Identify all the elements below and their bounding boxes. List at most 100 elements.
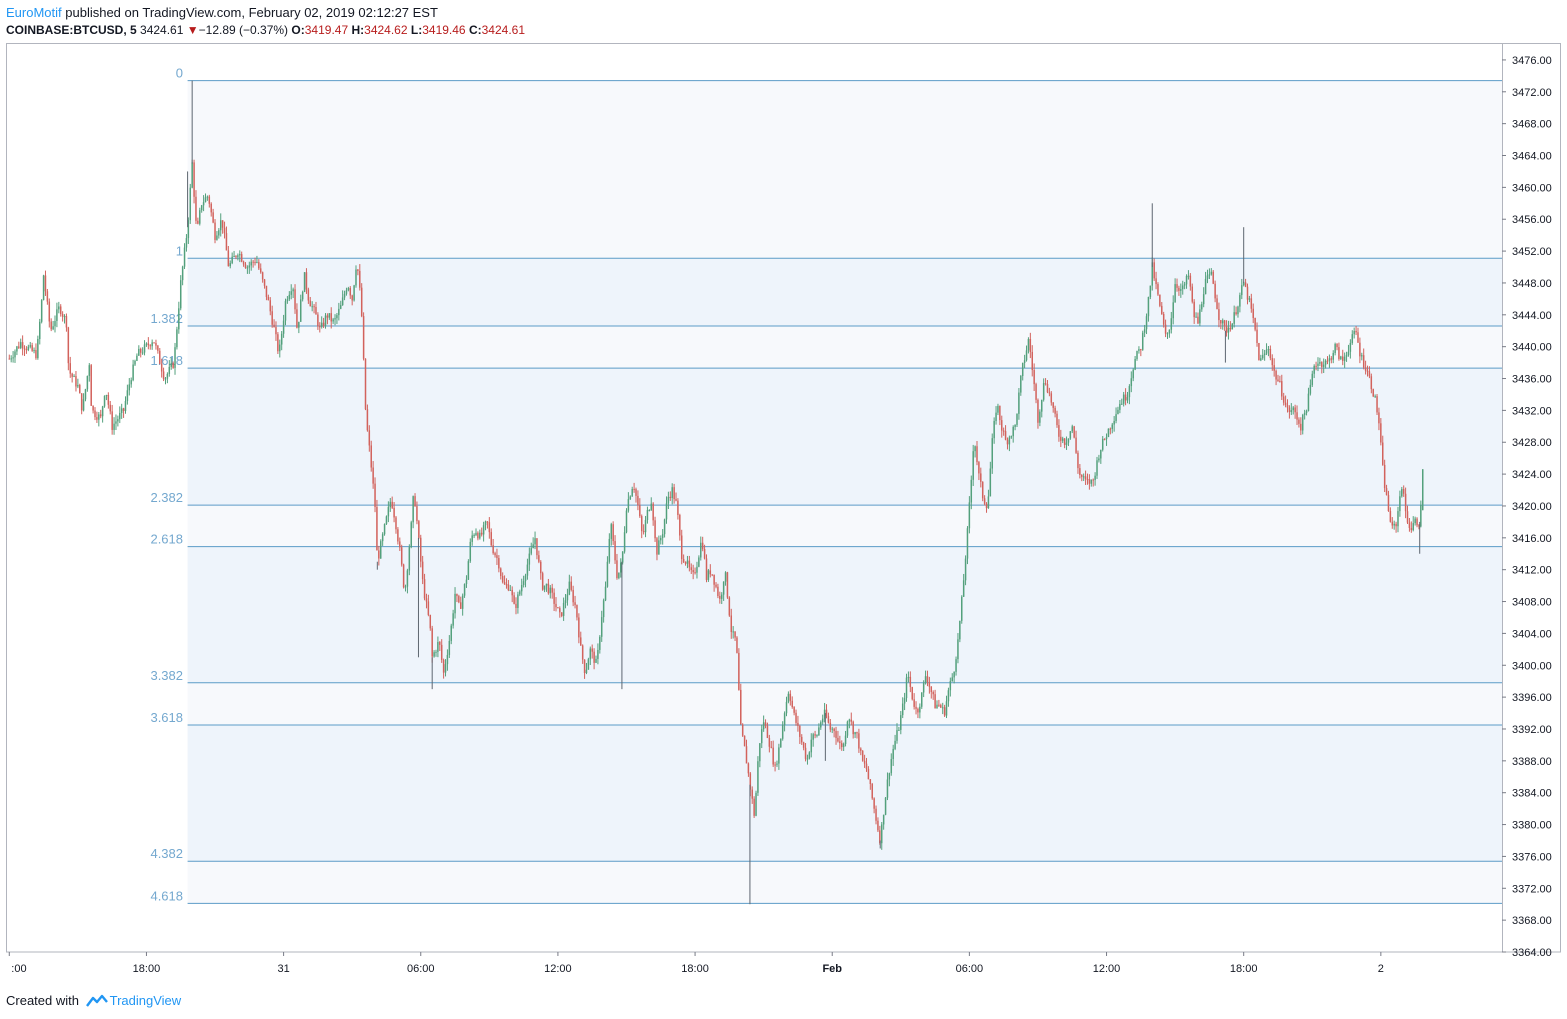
candle [216,231,218,241]
candle-body [458,596,460,603]
candle [27,344,30,352]
candle-body [930,686,933,693]
candle [882,814,885,830]
candle-body [917,708,919,713]
candle-body [1261,355,1264,359]
tradingview-brand[interactable]: TradingView [109,993,182,1008]
candle [964,555,967,586]
candle [160,358,163,378]
candle [494,551,496,558]
candle-body [688,560,691,568]
candle-body [1364,367,1367,371]
candle-body [469,541,472,562]
candle-body [726,572,729,598]
candle-body [669,496,672,498]
price-axis[interactable]: 3364.003368.003372.003376.003380.003384.… [1502,55,1552,959]
author-link[interactable]: EuroMotif [6,5,62,20]
candle-body [728,597,731,616]
candle [734,631,736,641]
candle [1231,322,1234,330]
candle-body [1374,396,1376,398]
price-chart[interactable]: 011.3821.6182.3822.6183.3823.6184.3824.6… [6,43,1561,988]
candle [711,574,713,577]
candle-body [1124,394,1127,401]
candle-body [778,747,780,764]
candle-body [940,705,942,708]
candle-body [122,408,125,411]
candle-body [157,345,159,351]
candle-body [800,736,803,743]
candle-body [372,467,374,484]
candle-body [660,538,662,541]
candle [359,264,361,291]
candle [448,635,451,658]
candle [850,712,853,726]
candle-body [471,535,473,542]
time-tick-label: 18:00 [133,963,161,975]
candle-body [1212,271,1214,284]
candle [772,740,774,767]
candle [1187,270,1190,280]
candle [1341,349,1344,366]
candle [421,555,424,585]
candle [867,766,870,780]
candle-body [1279,381,1281,383]
candle [374,477,376,513]
candle-body [109,404,111,412]
time-axis[interactable]: :00 18:00 31 06:00 12:00 18:00 Feb 06:00 12:00 18… [8,952,1384,975]
candle [101,405,104,423]
candle [387,501,390,523]
price-tick-label: 3364.00 [1512,947,1552,959]
candle-body [724,572,727,582]
candle-body [237,255,239,257]
candle [408,544,411,576]
candle-body [621,551,624,563]
candle-body [816,735,818,737]
candle [50,318,52,332]
candle [111,404,113,435]
candle-body [541,573,544,590]
candle-body [637,495,639,506]
candle-body [63,316,66,318]
candle [134,359,136,366]
candle-body [1300,423,1302,431]
symbol-legend: COINBASE:BTCUSD, 5 3424.61 ▼−12.89 (−0.3… [6,21,525,39]
candle [700,536,702,561]
candle-body [1408,522,1411,528]
fib-zone [187,258,1503,326]
candle-body [900,715,902,730]
candle-body [410,522,412,548]
fibonacci-extension[interactable]: 011.3821.6182.3822.6183.3823.6184.3824.6… [150,66,1503,904]
candle [1311,370,1314,387]
candle [915,701,917,715]
candle-body [618,572,620,579]
candle [732,626,734,639]
candle [181,265,184,286]
chart-border [6,43,1561,953]
candle-body [151,342,153,347]
candle-body [921,692,923,707]
candle-body [1008,437,1011,445]
candle [159,348,161,365]
candle-body [692,570,694,573]
candle [1012,425,1014,443]
candle-body [1149,285,1152,297]
candle-body [623,532,626,552]
candle [1235,306,1237,316]
candle-body [879,830,881,844]
candle [894,734,896,751]
candle [585,662,588,675]
candle-body [1220,320,1222,324]
candle-body [343,293,346,298]
candle-body [534,538,536,545]
candle [1279,375,1281,383]
candle-body [1237,306,1239,315]
candle-body [860,748,862,751]
candle-body [913,699,915,707]
candle-body [1368,371,1371,377]
candle [616,553,618,580]
candle-body [242,261,245,265]
candle-body [1193,301,1195,318]
candle [507,580,510,592]
candle [806,754,809,765]
